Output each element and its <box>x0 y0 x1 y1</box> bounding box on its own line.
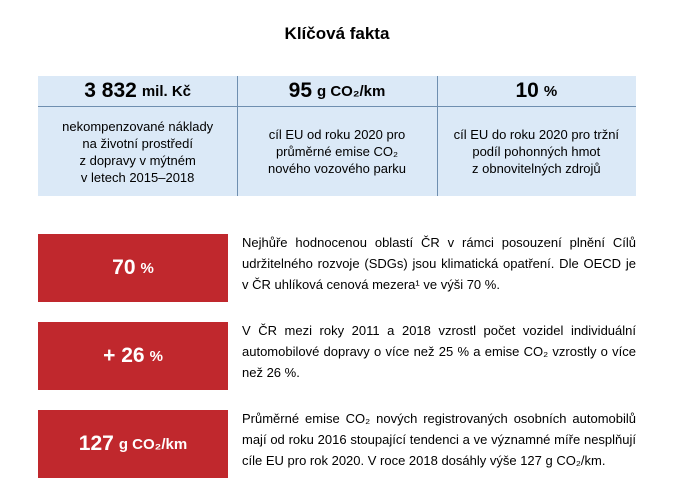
badge-number: + 26 <box>103 344 145 367</box>
highlight-badge: 127 g CO₂/km <box>38 410 228 478</box>
highlight-row-vehicles: + 26 % V ČR mezi roky 2011 a 2018 vzrost… <box>38 322 636 390</box>
page-title: Klíčová fakta <box>284 24 390 43</box>
highlight-text: V ČR mezi roky 2011 a 2018 vzrostl počet… <box>242 323 636 380</box>
highlight-text: Nejhůře hodnocenou oblastí ČR v rámci po… <box>242 235 636 292</box>
fact-number: 3 832 <box>84 79 137 102</box>
fact-external-costs: 3 832 mil. Kč nekompenzované náklady na … <box>38 76 238 196</box>
highlight-row-climate: 70 % Nejhůře hodnocenou oblastí ČR v rám… <box>38 234 636 302</box>
fact-unit: mil. Kč <box>141 82 192 100</box>
fact-unit: g CO₂/km <box>317 82 386 100</box>
highlight-row-new-cars: 127 g CO₂/km Průměrné emise CO₂ nových r… <box>38 410 636 478</box>
fact-number: 95 <box>288 79 312 102</box>
key-facts-table: 3 832 mil. Kč nekompenzované náklady na … <box>38 76 636 196</box>
highlight-badge: 70 % <box>38 234 228 302</box>
highlight-badge: + 26 % <box>38 322 228 390</box>
fact-value: 10 % <box>436 76 636 107</box>
badge-number: 70 <box>112 256 136 279</box>
fact-description: cíl EU do roku 2020 pro tržní podíl poho… <box>453 127 620 176</box>
fact-renewable-share: 10 % cíl EU do roku 2020 pro tržní podíl… <box>436 76 636 196</box>
fact-description: nekompenzované náklady na životní prostř… <box>62 118 214 185</box>
badge-unit: g CO₂/km <box>118 435 188 453</box>
fact-description: cíl EU od roku 2020 pro průměrné emise C… <box>267 127 407 176</box>
highlight-text: Průměrné emise CO₂ nových registrovaných… <box>242 411 636 468</box>
badge-unit: % <box>140 259 154 277</box>
fact-emission-target: 95 g CO₂/km cíl EU od roku 2020 pro prům… <box>237 76 437 196</box>
badge-number: 127 <box>78 432 114 455</box>
fact-number: 10 <box>515 79 539 102</box>
fact-value: 95 g CO₂/km <box>237 76 437 107</box>
badge-unit: % <box>149 347 163 365</box>
fact-value: 3 832 mil. Kč <box>38 76 238 107</box>
fact-unit: % <box>543 82 558 100</box>
